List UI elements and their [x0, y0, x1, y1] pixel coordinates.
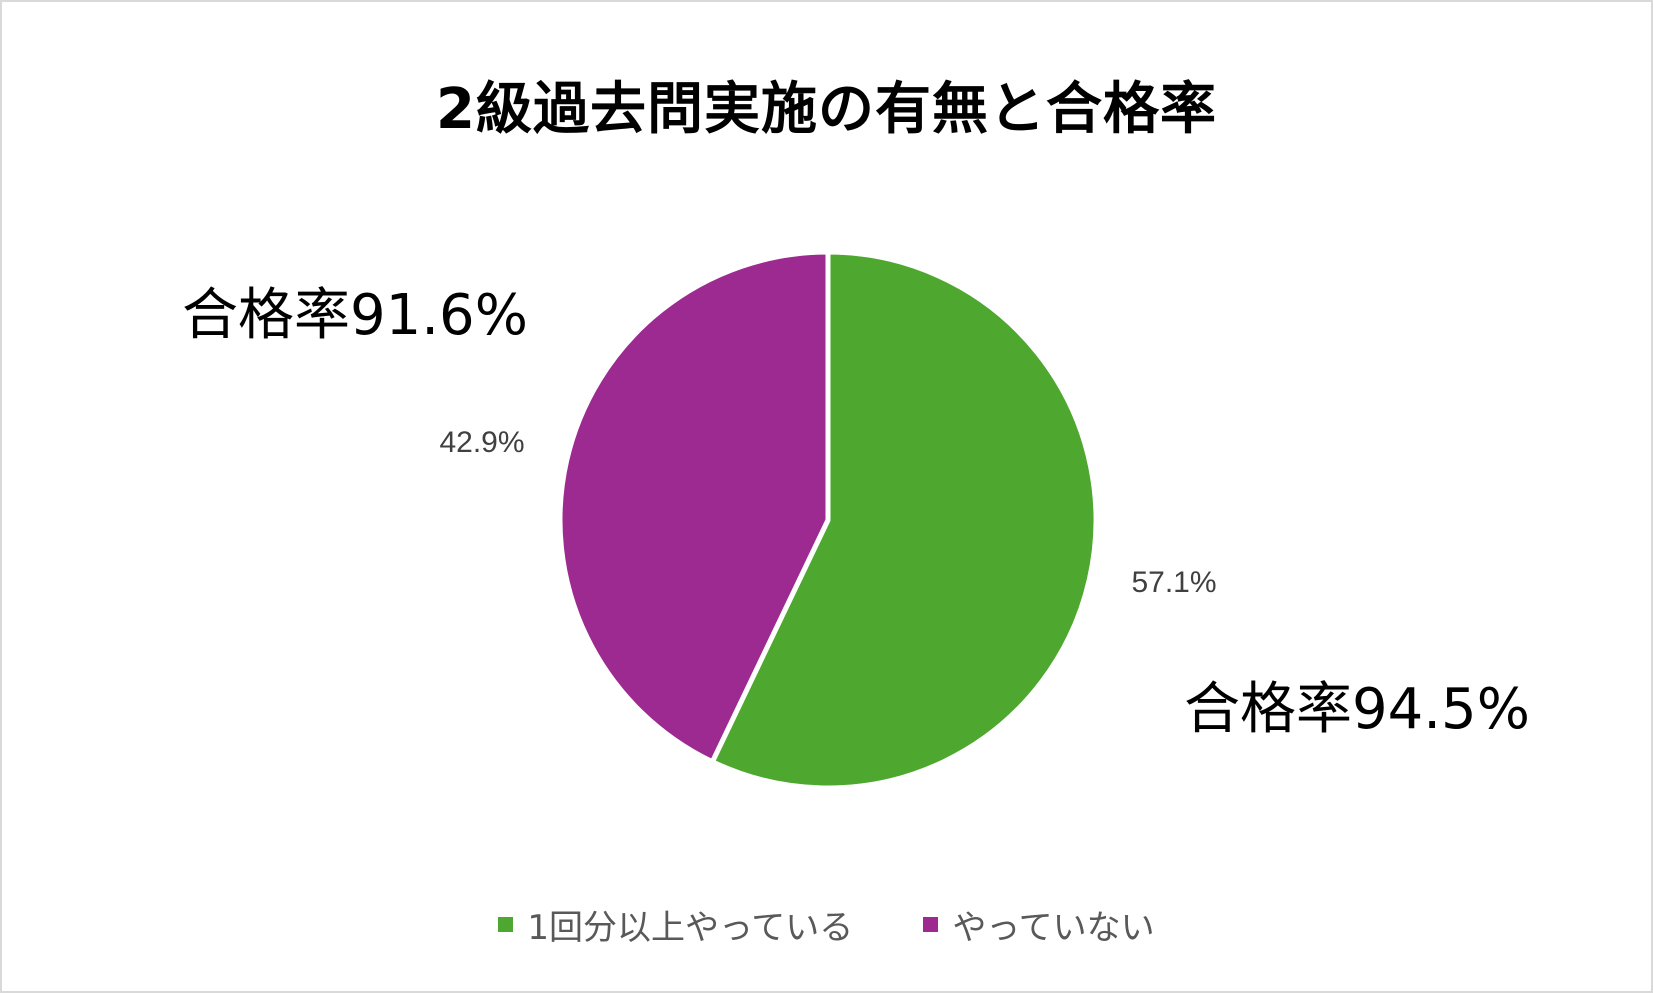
- pie-slice-done: [709, 249, 1099, 791]
- legend: 1回分以上やっている やっていない: [2, 900, 1651, 949]
- legend-label-done: 1回分以上やっている: [527, 908, 854, 948]
- pass-rate-annotation-done: 合格率94.5%: [1184, 677, 1530, 742]
- pie-slice-not-done: [557, 249, 831, 765]
- legend-swatch-not-done: [923, 917, 939, 932]
- legend-label-not-done: やっていない: [952, 908, 1155, 948]
- chart-title: 2級過去問実施の有無と合格率: [436, 77, 1217, 142]
- pass-rate-annotation-not-done: 合格率91.6%: [182, 283, 528, 348]
- legend-item-not-done: やっていない: [923, 900, 1155, 949]
- data-label-done: 57.1%: [1131, 566, 1216, 599]
- data-label-not-done: 42.9%: [439, 426, 524, 459]
- legend-swatch-done: [498, 917, 514, 932]
- legend-item-done: 1回分以上やっている: [498, 900, 853, 949]
